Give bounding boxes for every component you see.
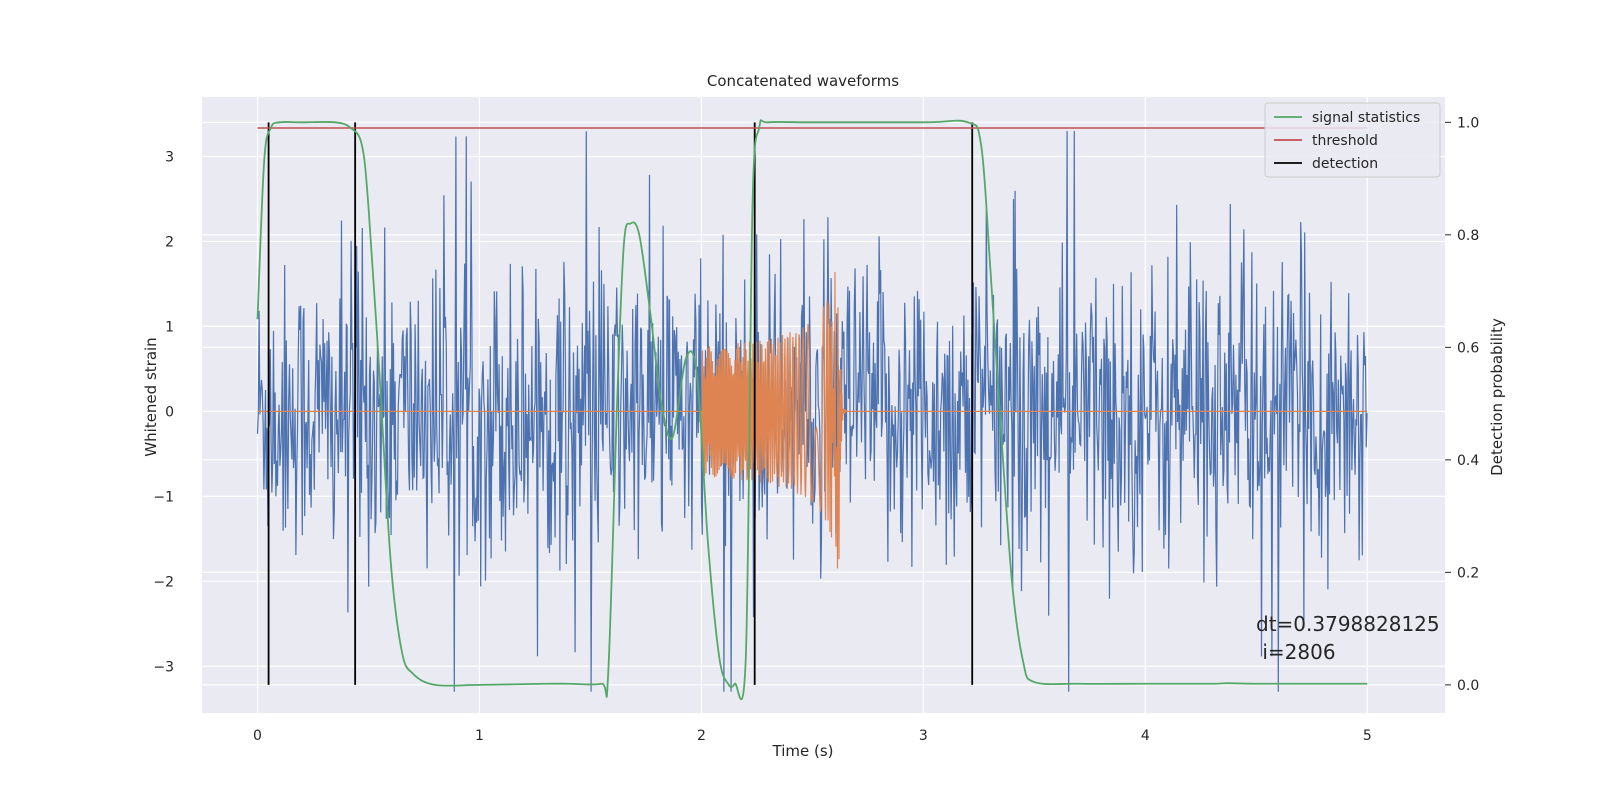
y-right-tick-label: 0.8 — [1457, 228, 1479, 244]
legend-label-threshold: threshold — [1312, 133, 1378, 149]
legend-label-signal-statistics: signal statistics — [1312, 110, 1420, 126]
x-axis-label: Time (s) — [772, 742, 834, 760]
x-tick-label: 4 — [1141, 728, 1150, 744]
y-tick-label: 1 — [165, 319, 174, 335]
x-tick-label: 3 — [919, 728, 928, 744]
strain-series-line — [256, 130, 1368, 692]
y-right-tick-label: 0.0 — [1457, 678, 1479, 694]
y-right-tick-label: 0.4 — [1457, 453, 1479, 469]
plot-content — [256, 119, 1368, 701]
annotation-dt: dt=0.3798828125 — [1256, 612, 1440, 636]
legend: signal statistics threshold detection — [1264, 102, 1441, 178]
legend-box — [1264, 102, 1441, 178]
y-tick-label: 0 — [165, 404, 174, 420]
x-tick-label: 0 — [253, 728, 262, 744]
chart-title: Concatenated waveforms — [707, 72, 899, 90]
y-tick-label: −1 — [153, 489, 174, 505]
annotation-i: i=2806 — [1256, 640, 1336, 664]
y-tick-label: −2 — [153, 574, 174, 590]
legend-label-detection: detection — [1312, 156, 1378, 172]
x-tick-label: 1 — [475, 728, 484, 744]
axis-ticks: 0 1 2 3 4 5 −3 −2 −1 0 1 2 3 0.0 0.2 0.4 0.6 0.8 1.0 — [153, 115, 1479, 744]
y-right-tick-label: 0.6 — [1457, 340, 1479, 356]
x-tick-label: 5 — [1363, 728, 1372, 744]
signal-statistics-series-line — [256, 119, 1368, 701]
y-tick-label: −3 — [153, 659, 174, 675]
y-right-tick-label: 1.0 — [1457, 115, 1479, 131]
y-axis-label-right: Detection probability — [1488, 318, 1506, 476]
y-right-tick-label: 0.2 — [1457, 565, 1479, 581]
y-axis-label: Whitened strain — [142, 337, 160, 456]
y-tick-label: 3 — [165, 149, 174, 165]
detection-lines — [267, 122, 974, 685]
x-tick-label: 2 — [697, 728, 706, 744]
y-tick-label: 2 — [165, 234, 174, 250]
template-series-line — [257, 272, 1367, 569]
